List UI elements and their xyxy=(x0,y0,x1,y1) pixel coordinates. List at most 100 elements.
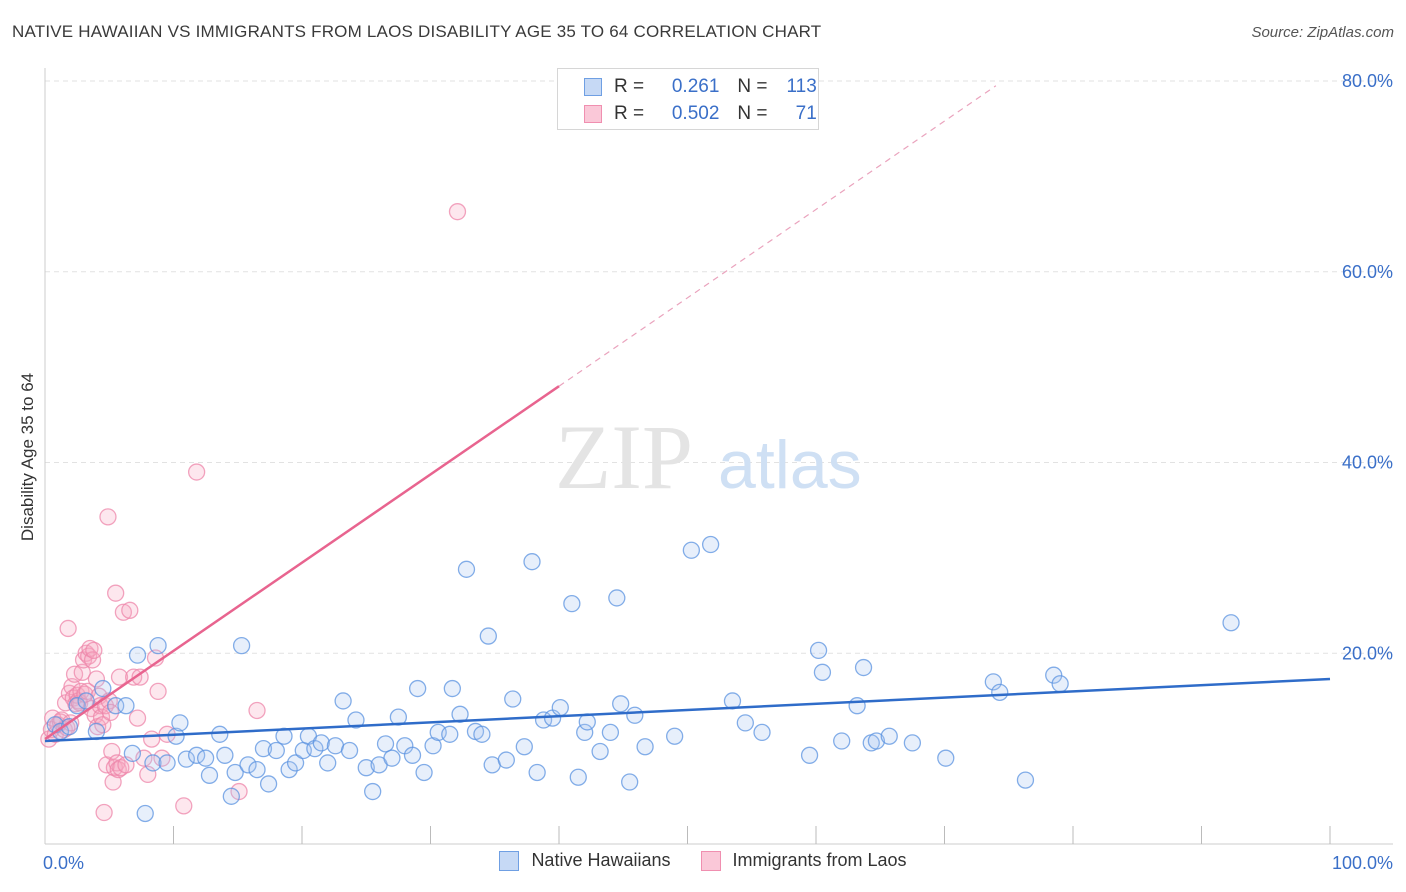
trend-extension-laos xyxy=(558,85,997,387)
tick-labels: 20.0% 40.0% 60.0% 80.0% 0.0% 100.0% xyxy=(43,71,1393,873)
laos-point xyxy=(112,759,130,777)
laos-point xyxy=(94,716,112,734)
hawaiian-point xyxy=(608,589,626,607)
laos-point xyxy=(107,584,125,602)
hawaiian-point xyxy=(415,763,433,782)
hawaiian-point xyxy=(254,739,273,758)
y-tick-label: 40.0% xyxy=(1342,453,1393,473)
hawaiian-point xyxy=(364,782,382,801)
hawaiian-point xyxy=(144,754,162,772)
series-hawaiians-points xyxy=(46,535,1240,823)
trend-lines xyxy=(44,85,1331,743)
trend-line-hawaiians xyxy=(44,677,1331,743)
laos-point xyxy=(149,682,167,701)
hawaiian-point xyxy=(239,756,257,774)
laos-point xyxy=(95,803,113,822)
laos-point xyxy=(99,508,117,526)
hawaiian-point xyxy=(451,705,469,723)
hawaiian-point xyxy=(813,663,832,681)
hawaiian-point xyxy=(504,690,522,708)
legend-item-hawaiians[interactable]: Native Hawaiians xyxy=(499,850,671,871)
hawaiian-point xyxy=(280,760,298,779)
hawaiian-point xyxy=(357,759,375,777)
legend-n-value: 71 xyxy=(795,103,817,124)
legend-item-laos[interactable]: Immigrants from Laos xyxy=(700,850,907,871)
hawaiian-point xyxy=(196,749,215,767)
hawaiian-point xyxy=(984,673,1002,691)
hawaiian-point xyxy=(682,541,701,559)
hawaiian-point xyxy=(403,746,422,764)
hawaiian-point xyxy=(347,711,365,729)
hawaiian-point xyxy=(383,749,401,767)
laos-point xyxy=(448,203,467,221)
laos-point xyxy=(121,601,139,619)
hawaiian-point xyxy=(200,766,219,784)
hawaiian-point xyxy=(854,658,873,677)
hawaiian-point xyxy=(591,742,609,761)
hawaiian-point xyxy=(441,725,459,743)
hawaiian-point xyxy=(177,750,196,768)
hawaiian-point xyxy=(563,595,581,613)
watermark-zip: ZIP xyxy=(555,406,693,508)
legend-label: Native Hawaiians xyxy=(531,850,671,870)
series-laos-points xyxy=(40,203,467,822)
trend-line-laos xyxy=(44,385,560,741)
hawaiian-point xyxy=(149,636,167,655)
hawaiian-point xyxy=(340,741,359,760)
laos-point xyxy=(153,749,171,767)
hawaiian-point xyxy=(523,553,541,571)
laos-point xyxy=(248,701,266,720)
x-tick-label: 0.0% xyxy=(43,853,84,873)
hawaiian-point xyxy=(68,697,86,715)
hawaiian-point xyxy=(248,760,266,779)
legend-n-label: N = xyxy=(737,103,768,124)
hawaiian-point xyxy=(753,723,771,742)
hawaiian-point xyxy=(497,751,515,769)
hawaiian-point xyxy=(443,679,461,698)
hawaiian-point xyxy=(334,692,352,710)
y-tick-label: 20.0% xyxy=(1342,643,1393,663)
hawaiian-point xyxy=(267,741,285,760)
hawaiian-point xyxy=(601,723,620,742)
source-credit: Source: ZipAtlas.com xyxy=(1251,24,1394,41)
series-legend: Native Hawaiians Immigrants from Laos xyxy=(0,850,1406,871)
hawaiian-point xyxy=(991,683,1009,702)
legend-r-value: 0.261 xyxy=(671,76,720,97)
legend-r-label: R = xyxy=(614,103,645,124)
laos-point xyxy=(110,668,129,686)
hawaiian-point xyxy=(319,754,337,772)
legend-swatch-blue xyxy=(499,850,520,871)
hawaiian-point xyxy=(136,804,154,823)
legend-r-label: R = xyxy=(614,76,645,97)
zipatlas-watermark: ZIP atlas xyxy=(555,406,862,508)
legend-row-laos: R = 0.502 N = 71 xyxy=(584,101,817,127)
hawaiian-point xyxy=(1045,666,1063,684)
hawaiian-point xyxy=(171,714,189,732)
hawaiian-point xyxy=(376,735,395,753)
laos-point xyxy=(59,619,77,638)
hawaiian-point xyxy=(701,535,720,554)
hawaiian-point xyxy=(77,692,95,710)
gridlines xyxy=(45,80,1393,654)
correlation-legend: R = 0.261 N = 113 R = 0.502 N = 71 xyxy=(557,68,819,130)
hawaiian-point xyxy=(457,560,476,578)
hawaiian-point xyxy=(666,727,684,745)
hawaiian-point xyxy=(211,725,229,743)
hawaiian-point xyxy=(479,627,497,645)
hawaiian-point xyxy=(216,746,234,764)
hawaiian-point xyxy=(576,723,594,742)
y-axis-label: Disability Age 35 to 64 xyxy=(18,373,37,541)
watermark-atlas: atlas xyxy=(718,427,862,503)
hawaiian-point xyxy=(528,763,546,782)
legend-n-value: 113 xyxy=(786,76,817,97)
hawaiian-point xyxy=(809,641,828,660)
legend-n-label: N = xyxy=(737,76,768,97)
laos-point xyxy=(143,730,161,748)
hawaiian-point xyxy=(1222,614,1240,632)
hawaiian-point xyxy=(1051,675,1069,693)
hawaiian-point xyxy=(128,646,147,664)
laos-point xyxy=(128,709,147,727)
legend-r-value: 0.502 xyxy=(671,103,720,124)
chart-title: NATIVE HAWAIIAN VS IMMIGRANTS FROM LAOS … xyxy=(12,22,822,41)
